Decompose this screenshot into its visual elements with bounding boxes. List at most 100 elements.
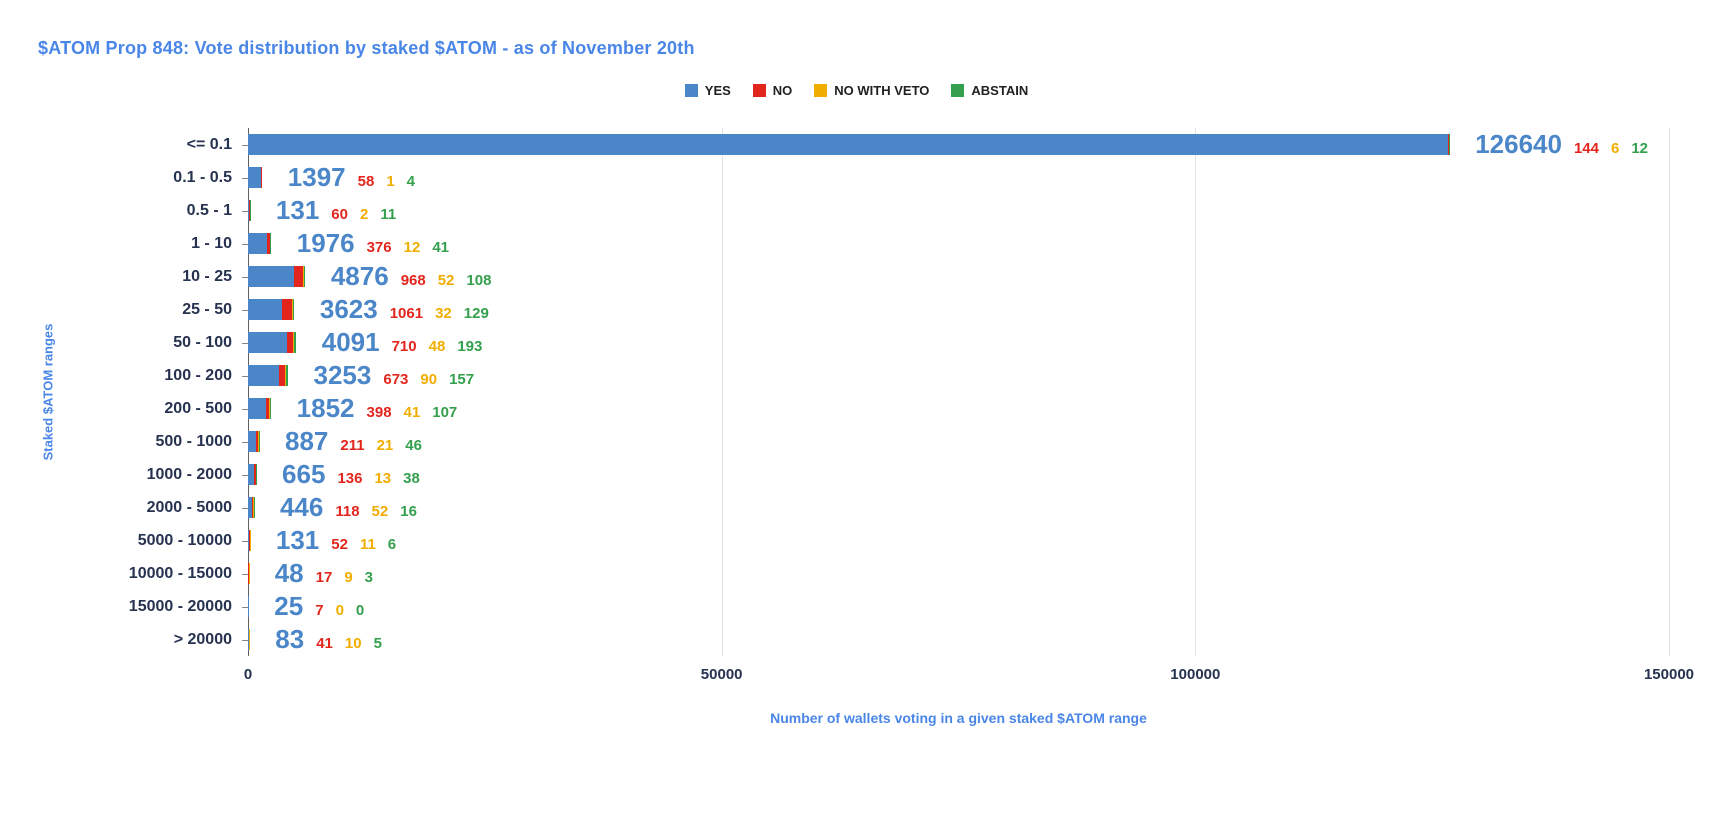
value-labels: 1976 376 12 41 <box>297 228 449 259</box>
bar-segment-no <box>265 398 270 419</box>
bar-segment-abstain <box>286 365 288 386</box>
chart-row: 5000 - 10000 131 52 11 6 <box>138 524 1669 557</box>
y-tick-mark <box>242 474 248 476</box>
legend-swatch-icon <box>684 84 698 97</box>
x-tick-label: 0 <box>243 666 253 683</box>
bar-segment-no <box>278 365 286 386</box>
bar-segment-no-with-veto <box>285 365 287 386</box>
value-yes: 665 <box>282 459 326 489</box>
chart-row: 10 - 25 4876 968 52 108 <box>182 260 1669 293</box>
value-no: 136 <box>337 470 363 487</box>
y-tick-mark <box>242 540 248 542</box>
y-axis-title: Staked $ATOM ranges <box>40 323 56 461</box>
category-label: 1000 - 2000 <box>146 465 232 483</box>
value-no-with-veto: 12 <box>403 239 421 256</box>
category-label: > 20000 <box>173 630 232 648</box>
value-yes: 446 <box>279 492 324 522</box>
x-tick-label: 150000 <box>1643 666 1695 683</box>
gridlines <box>248 128 1670 656</box>
value-no-with-veto: 32 <box>435 305 452 322</box>
bar-segment-yes <box>248 431 257 452</box>
chart-row: 1 - 10 1976 376 12 41 <box>191 227 1669 260</box>
value-abstain: 11 <box>380 206 397 223</box>
bar-segment-no <box>254 464 256 485</box>
legend-item-yes[interactable]: YES <box>684 83 731 98</box>
value-abstain: 129 <box>463 305 489 322</box>
value-yes: 131 <box>275 195 320 225</box>
chart-row: 0.5 - 1 131 60 2 11 <box>187 194 1669 227</box>
value-abstain: 193 <box>457 338 483 355</box>
bar-segment-no <box>282 299 293 320</box>
y-tick-mark <box>242 309 248 311</box>
value-no-with-veto: 13 <box>374 470 392 487</box>
bar-segment-no <box>261 167 262 188</box>
bar-segment-yes <box>248 167 262 188</box>
value-yes: 131 <box>275 525 320 555</box>
legend-item-no[interactable]: NO <box>752 83 792 98</box>
value-labels: 1852 398 41 107 <box>297 393 458 424</box>
chart-title: $ATOM Prop 848: Vote distribution by sta… <box>38 38 695 58</box>
value-abstain: 46 <box>405 437 422 454</box>
value-yes: 4876 <box>330 261 389 291</box>
bar-segment-yes <box>248 497 253 518</box>
category-label: 10 - 25 <box>182 267 232 285</box>
x-tick-label: 50000 <box>700 666 743 683</box>
chart-row: 100 - 200 3253 673 90 157 <box>164 359 1669 392</box>
y-tick-mark <box>242 606 248 608</box>
chart-row: 50 - 100 4091 710 48 193 <box>173 326 1669 359</box>
value-abstain: 5 <box>373 635 382 652</box>
x-tick-label: 100000 <box>1170 666 1221 683</box>
value-labels: 887 211 21 46 <box>285 426 422 457</box>
value-labels: 131 60 2 11 <box>276 195 396 226</box>
value-no: 1061 <box>389 305 424 322</box>
value-no-with-veto: 52 <box>371 503 389 520</box>
legend-swatch-icon <box>752 84 766 97</box>
bar-rows: <= 0.1 126640 144 6 12 0.1 - 0.5 1397 58 1 4 0.5 -… <box>129 128 1669 656</box>
value-no-with-veto: 41 <box>403 404 421 421</box>
bar-segment-yes <box>248 266 295 287</box>
value-abstain: 3 <box>364 569 373 586</box>
value-abstain: 108 <box>466 272 492 289</box>
legend-item-abstain[interactable]: ABSTAIN <box>951 83 1028 98</box>
chart-row: 200 - 500 1852 398 41 107 <box>164 392 1669 425</box>
value-yes: 1976 <box>296 228 355 258</box>
legend-item-no-with-veto[interactable]: NO WITH VETO <box>814 83 929 98</box>
value-abstain: 157 <box>449 371 475 388</box>
bar-segment-abstain <box>303 266 305 287</box>
value-abstain: 4 <box>406 173 416 190</box>
gridline <box>721 128 723 656</box>
value-labels: 4091 710 48 193 <box>322 327 483 358</box>
bar-segment-no <box>286 332 294 353</box>
value-no-with-veto: 1 <box>386 173 395 190</box>
legend-label: YES <box>704 83 731 98</box>
value-no: 118 <box>335 503 360 520</box>
bar-segment-abstain <box>269 398 271 419</box>
value-no: 7 <box>315 602 324 619</box>
value-no: 17 <box>315 569 333 586</box>
legend-swatch-icon <box>814 84 828 97</box>
value-abstain: 0 <box>355 602 365 619</box>
legend: YES NO NO WITH VETO ABSTAIN <box>0 83 1713 98</box>
bar-segment-yes <box>248 299 283 320</box>
value-yes: 1852 <box>296 393 355 423</box>
bar-segment-abstain <box>292 299 294 320</box>
value-no: 376 <box>366 239 392 256</box>
value-abstain: 16 <box>400 503 417 520</box>
category-label: 500 - 1000 <box>155 432 232 450</box>
legend-label: ABSTAIN <box>971 83 1029 98</box>
bar-segment-no <box>266 233 271 254</box>
bar-segment-yes <box>248 398 266 419</box>
value-yes: 3253 <box>313 360 372 390</box>
value-yes: 48 <box>274 558 304 588</box>
value-no-with-veto: 6 <box>1611 140 1620 157</box>
value-labels: 25 7 0 0 <box>274 591 364 622</box>
value-labels: 131 52 11 6 <box>276 525 396 556</box>
category-label: 50 - 100 <box>173 333 232 351</box>
value-yes: 83 <box>275 624 305 654</box>
gridline <box>1195 128 1197 656</box>
y-tick-mark <box>242 441 248 443</box>
bar-segment-yes <box>248 464 255 485</box>
category-label: 1 - 10 <box>191 234 232 252</box>
value-labels: 3253 673 90 157 <box>314 360 475 391</box>
chart-row: > 20000 83 41 10 5 <box>174 623 1669 656</box>
